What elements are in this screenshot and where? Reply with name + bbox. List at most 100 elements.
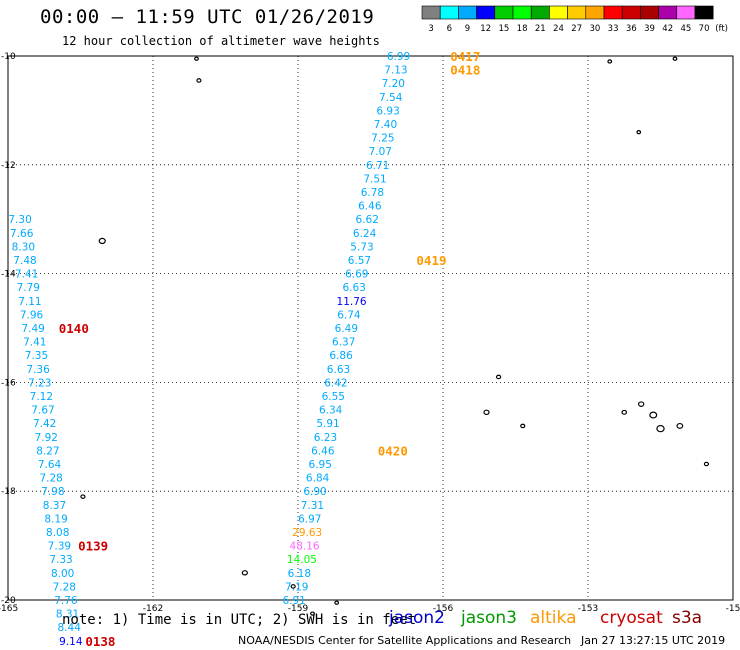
plot-frame <box>7 55 734 601</box>
wave-height-point-cryosat: 8.44 <box>58 622 82 634</box>
colorbar-label: 70 <box>699 24 710 34</box>
island-outline <box>621 409 628 415</box>
island-outline <box>656 424 665 433</box>
wave-height-point-cryosat: 7.42 <box>33 418 56 430</box>
wave-height-point-altika: 7.07 <box>369 146 392 158</box>
island-outline <box>334 600 340 605</box>
colorbar-label: 6 <box>447 24 452 34</box>
wave-height-point-altika: 6.93 <box>376 105 399 117</box>
island-outline <box>495 374 502 380</box>
wave-height-point-cryosat: 7.98 <box>41 486 64 498</box>
wave-height-point-altika: 6.49 <box>335 323 358 335</box>
wave-height-point-altika: 6.46 <box>358 201 382 213</box>
wave-height-point-altika: 6.23 <box>314 432 337 444</box>
island-outline <box>98 237 106 245</box>
wave-height-point-cryosat: 7.28 <box>39 473 62 485</box>
island-outline <box>520 423 526 429</box>
colorbar-label: 12 <box>480 24 491 34</box>
island-outline <box>649 411 658 419</box>
wave-height-point-altika: 6.78 <box>361 187 384 199</box>
colorbar-unit: (ft) <box>715 24 728 34</box>
wave-height-point-cryosat: 7.67 <box>31 405 54 417</box>
island-outline <box>636 130 642 135</box>
wave-height-point-altika: 6.18 <box>288 568 311 580</box>
wave-height-point-altika: 6.91 <box>282 595 305 607</box>
wave-height-point-altika: 7.25 <box>371 133 394 145</box>
x-tick-label: -162 <box>143 604 163 614</box>
colorbar-label: 33 <box>608 24 619 34</box>
pass-label-altika: 0420 <box>378 443 408 458</box>
wave-height-point-altika: 6.95 <box>309 459 332 471</box>
wave-height-point-cryosat: 7.66 <box>10 228 34 240</box>
colorbar-label: 9 <box>465 24 470 34</box>
colorbar-label: 36 <box>626 24 637 34</box>
pass-label-altika: 0417 <box>450 49 480 64</box>
wave-height-point-cryosat: 8.37 <box>43 500 66 512</box>
wave-height-point-cryosat: 7.11 <box>18 296 41 308</box>
colorbar-label: 39 <box>644 24 655 34</box>
colorbar: 3 6 9 12 15 18 21 24 27 30 33 36 39 42 45 70 (ft) <box>421 5 728 34</box>
wave-height-point-cryosat: 7.64 <box>38 459 62 471</box>
wave-height-point-cryosat: 7.12 <box>30 391 53 403</box>
y-tick-label: -14 <box>1 270 16 280</box>
wave-height-point-altika: 6.46 <box>311 445 335 457</box>
wave-height-point-altika: 6.86 <box>329 350 353 362</box>
y-tick-label: -12 <box>1 161 16 171</box>
wave-height-point-cryosat: 8.00 <box>51 568 74 580</box>
island-outline <box>290 584 296 589</box>
island-outline <box>241 570 248 576</box>
colorbar-label: 3 <box>428 24 433 34</box>
island-outline <box>703 461 710 467</box>
wave-height-point-cryosat: 8.30 <box>12 241 35 253</box>
legend-cryosat: cryosat <box>600 608 663 628</box>
wave-height-point-altika: 6.57 <box>348 255 371 267</box>
y-tick-label: -10 <box>1 52 16 62</box>
pass-label-cryosat: 0138 <box>85 634 115 649</box>
wave-height-point-altika: 6.74 <box>337 309 361 321</box>
wave-height-point-altika: 6.97 <box>298 513 321 525</box>
x-tick-label: -15 <box>726 604 740 614</box>
wave-height-point-altika: 5.73 <box>350 241 373 253</box>
wave-height-point-cryosat: 7.48 <box>13 255 36 267</box>
island-outline <box>196 78 202 83</box>
island-outline <box>676 422 684 429</box>
wave-height-point-altika: 7.13 <box>384 65 407 77</box>
x-tick-label: -153 <box>578 604 598 614</box>
wave-height-point-altika: 6.62 <box>356 214 379 226</box>
wave-height-point-altika: 6.24 <box>353 228 377 240</box>
legend-jason3: jason3 <box>461 608 517 628</box>
wave-height-point-cryosat: 7.35 <box>25 350 48 362</box>
colorbar-label: 15 <box>498 24 509 34</box>
wave-height-point-cryosat: 7.33 <box>49 554 72 566</box>
y-tick-label: -18 <box>1 487 16 497</box>
y-tick-label: -20 <box>1 596 16 606</box>
chart-subtitle: 12 hour collection of altimeter wave hei… <box>62 34 380 48</box>
wave-height-point-cryosat: 7.49 <box>21 323 44 335</box>
wave-height-point-altika: 6.90 <box>303 486 326 498</box>
pass-label-altika: 0418 <box>450 63 480 78</box>
wave-height-point-altika: 7.19 <box>285 581 308 593</box>
colorbar-label: 42 <box>662 24 673 34</box>
wave-height-point-altika: 7.51 <box>363 173 386 185</box>
pass-label-altika: 0419 <box>416 253 446 268</box>
x-tick-label: -156 <box>433 604 454 614</box>
wave-height-point-altika: 11.76 <box>337 296 367 308</box>
colorbar-swatch <box>694 5 714 20</box>
wave-height-point-cryosat: 7.96 <box>20 309 44 321</box>
wave-height-point-altika: 6.99 <box>387 51 410 63</box>
wave-height-point-altika: 6.63 <box>342 282 365 294</box>
wave-height-point-cryosat: 7.41 <box>23 337 46 349</box>
wave-height-point-altika: 48.16 <box>290 541 320 553</box>
wave-height-point-altika: 5.91 <box>316 418 339 430</box>
legend-altika: altika <box>530 608 577 628</box>
island-outline <box>194 56 199 61</box>
colorbar-label: 45 <box>680 24 691 34</box>
wave-height-point-altika: 7.31 <box>301 500 324 512</box>
wave-height-point-cryosat: 7.36 <box>26 364 50 376</box>
wave-height-point-altika: 6.84 <box>306 473 330 485</box>
timestamp-text: Jan 27 13:27:15 UTC 2019 <box>581 634 726 647</box>
colorbar-label: 27 <box>571 24 582 34</box>
colorbar-label: 30 <box>589 24 600 34</box>
wave-height-point-altika: 6.37 <box>332 337 355 349</box>
